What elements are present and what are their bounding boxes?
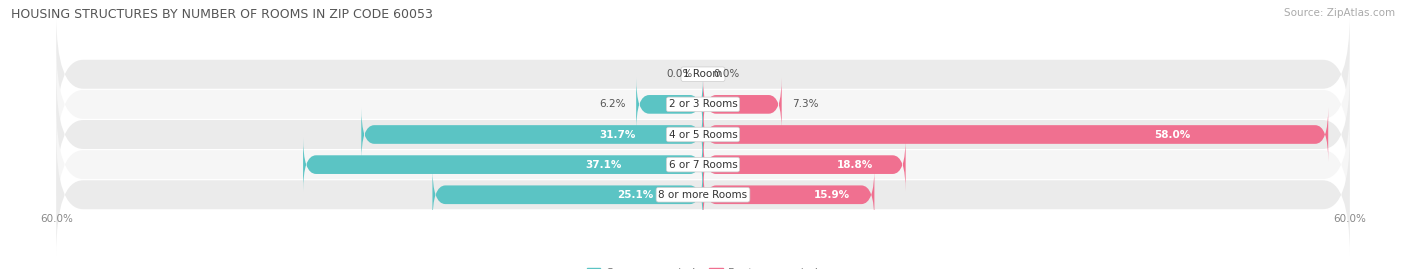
- Text: 15.9%: 15.9%: [814, 190, 849, 200]
- FancyBboxPatch shape: [56, 134, 1350, 256]
- FancyBboxPatch shape: [56, 104, 1350, 225]
- FancyBboxPatch shape: [56, 13, 1350, 135]
- FancyBboxPatch shape: [433, 168, 703, 222]
- Text: 7.3%: 7.3%: [793, 99, 818, 109]
- Legend: Owner-occupied, Renter-occupied: Owner-occupied, Renter-occupied: [582, 263, 824, 269]
- FancyBboxPatch shape: [304, 138, 703, 192]
- Text: Source: ZipAtlas.com: Source: ZipAtlas.com: [1284, 8, 1395, 18]
- Text: 6 or 7 Rooms: 6 or 7 Rooms: [669, 160, 737, 170]
- Text: HOUSING STRUCTURES BY NUMBER OF ROOMS IN ZIP CODE 60053: HOUSING STRUCTURES BY NUMBER OF ROOMS IN…: [11, 8, 433, 21]
- FancyBboxPatch shape: [703, 108, 1329, 161]
- FancyBboxPatch shape: [703, 138, 905, 192]
- FancyBboxPatch shape: [636, 77, 703, 131]
- Text: 25.1%: 25.1%: [617, 190, 654, 200]
- Text: 31.7%: 31.7%: [599, 129, 636, 140]
- Text: 8 or more Rooms: 8 or more Rooms: [658, 190, 748, 200]
- FancyBboxPatch shape: [56, 74, 1350, 195]
- Text: 6.2%: 6.2%: [599, 99, 626, 109]
- Text: 18.8%: 18.8%: [837, 160, 873, 170]
- Text: 37.1%: 37.1%: [585, 160, 621, 170]
- FancyBboxPatch shape: [703, 168, 875, 222]
- Text: 4 or 5 Rooms: 4 or 5 Rooms: [669, 129, 737, 140]
- Text: 58.0%: 58.0%: [1154, 129, 1189, 140]
- Text: 0.0%: 0.0%: [714, 69, 740, 79]
- FancyBboxPatch shape: [361, 108, 703, 161]
- FancyBboxPatch shape: [703, 77, 782, 131]
- Text: 2 or 3 Rooms: 2 or 3 Rooms: [669, 99, 737, 109]
- Text: 1 Room: 1 Room: [683, 69, 723, 79]
- FancyBboxPatch shape: [56, 44, 1350, 165]
- Text: 0.0%: 0.0%: [666, 69, 692, 79]
